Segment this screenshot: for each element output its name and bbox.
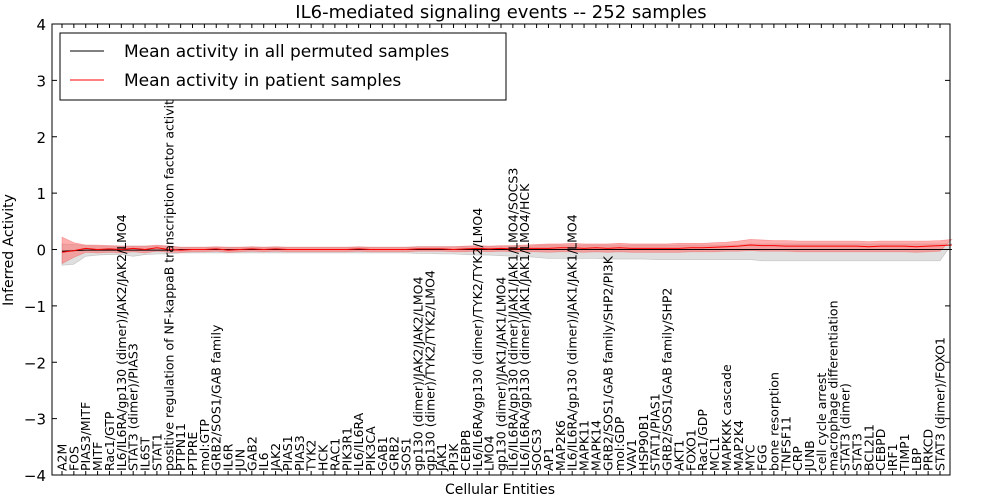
x-tick-label: LMO4 [482, 435, 497, 471]
x-tick-label: CEBPB [458, 430, 473, 471]
x-tick-label: MAPK14 [588, 420, 603, 471]
x-tick-label: PRKCD [921, 429, 936, 471]
y-tick-label: 1 [36, 185, 46, 203]
x-tick-label: GRB2/SOS1/GAB family [209, 324, 224, 471]
x-tick-label: IL6/IL6RA/gp130 (dimer)/JAK1/JAK1/LMO4/S… [505, 168, 520, 471]
x-tick-label: gp130 (dimer)/JAK1/JAK1/LMO4 [494, 277, 509, 471]
x-tick-label: FGG [755, 444, 770, 471]
x-tick-label: IL6R [221, 443, 236, 471]
x-tick-label: IL6/IL6RA [351, 412, 366, 471]
x-tick-label: CRP [790, 446, 805, 471]
x-tick-label: CEBPD [873, 429, 888, 471]
x-tick-label: PIAS3 [292, 435, 307, 471]
y-axis-label: Inferred Activity [1, 194, 17, 306]
x-tick-label: FOS [66, 446, 81, 471]
y-tick-label: −4 [24, 467, 46, 485]
series-lines [61, 244, 952, 253]
x-tick-label: HSP90B1 [636, 414, 651, 471]
x-tick-label: IL6/IL6RA/gp130 (dimer)/JAK1/JAK1/LMO4 [565, 214, 580, 471]
x-tick-label: PIK3CA [363, 426, 378, 471]
x-tick-label: HCK [316, 444, 331, 471]
x-tick-label: STAT3 [849, 433, 864, 471]
y-tick-label: −2 [24, 354, 46, 372]
x-tick-label: STAT1/PIAS1 [648, 393, 663, 471]
x-tick-label: AP1 [541, 447, 556, 471]
x-tick-label: MAP2K4 [731, 420, 746, 471]
x-tick-label: TIMP1 [897, 433, 912, 472]
x-tick-label: STAT1 [149, 433, 164, 471]
x-tick-label: PIK3R1 [339, 427, 354, 471]
x-tick-labels: A2MFOSPIAS3/MITFMITFRac1/GTPIL6/IL6RA/gp… [55, 24, 948, 475]
x-tick-label: STAT3 (dimer) [838, 383, 853, 471]
x-tick-label: GRB2/SOS1/GAB family/SHP2/PI3K [600, 255, 615, 471]
x-tick-label: PIAS1 [280, 435, 295, 471]
x-tick-label: JUNB [802, 440, 817, 472]
x-tick-label: cell cycle arrest [814, 373, 829, 471]
plot-area-frame [51, 23, 951, 476]
x-tick-label: gp130 (dimer)/TYK2/TYK2/LMO4 [422, 270, 437, 471]
y-tick-label: −1 [24, 298, 46, 316]
x-tick-label: IL6/IL6RA/gp130 (dimer)/JAK1/JAK1/LMO4/H… [517, 183, 532, 471]
x-tick-label: PIAS3/MITF [78, 402, 93, 471]
x-tick-label: JUN [233, 449, 248, 472]
y-tick-label: 4 [36, 16, 46, 34]
x-tick-label: GAB2 [244, 436, 259, 471]
x-tick-label: gp130 (dimer)/JAK2/JAK2/LMO4 [410, 277, 425, 471]
x-tick-label: JAK2 [268, 443, 283, 472]
x-tick-label: bone resorption [766, 372, 781, 471]
x-tick-label: MAPK11 [577, 420, 592, 471]
x-tick-label: FOXO1 [683, 429, 698, 471]
y-tick-label: −3 [24, 411, 46, 429]
x-tick-label: Rac1/GTP [102, 411, 117, 471]
x-tick-label: TNFSF11 [778, 416, 793, 472]
x-tick-label: AKT1 [672, 440, 687, 471]
x-tick-label: MCL1 [707, 437, 722, 471]
x-tick-label: TYK2 [304, 440, 319, 472]
x-tick-label: GAB1 [375, 436, 390, 471]
x-tick-label: mol:GDP [612, 416, 627, 471]
x-tick-label: SOS1 [399, 437, 414, 471]
legend-frame [59, 32, 507, 101]
x-tick-label: RAC1 [327, 438, 342, 471]
x-tick-label: mol:GTP [197, 419, 212, 471]
legend: Mean activity in all permuted samples Me… [59, 32, 507, 101]
x-tick-label: IL6ST [138, 437, 153, 472]
y-tick-label: 0 [36, 242, 46, 260]
y-tick-label: 2 [36, 129, 46, 147]
x-tick-label: GRB2/SOS1/GAB family/SHP2 [660, 288, 675, 471]
x-axis-label: Cellular Entities [445, 482, 555, 498]
legend-label-patient: Mean activity in patient samples [124, 71, 401, 91]
x-tick-label: VAV1 [624, 439, 639, 471]
x-tick-label: MITF [90, 442, 105, 471]
chart-title: IL6-mediated signaling events -- 252 sam… [295, 2, 706, 23]
x-tick-label: PTPN11 [173, 423, 188, 471]
x-tick-label: BCL2L1 [861, 424, 876, 471]
x-tick-label: Rac1/GDP [695, 409, 710, 471]
y-tick-label: 3 [36, 72, 46, 90]
x-tick-label: MAP2K6 [553, 420, 568, 471]
x-tick-label: IL6/IL6RA/gp130 (dimer)/TYK2/TYK2/LMO4 [470, 208, 485, 471]
x-tick-label: IL6/IL6RA/gp130 (dimer)/JAK2/JAK2/LMO4 [114, 214, 129, 471]
line-patient [61, 244, 952, 253]
x-tick-label: MAPKKK cascade [719, 364, 734, 471]
legend-label-permuted: Mean activity in all permuted samples [124, 42, 449, 62]
x-tick-label: STAT3 (dimer)/FOXO1 [933, 337, 948, 471]
x-tick-label: IRF1 [885, 443, 900, 471]
x-tick-label: PTPRE [185, 432, 200, 471]
x-tick-label: GRB2 [387, 436, 402, 471]
x-tick-label: positive regulation of NF-kappaB transcr… [161, 92, 176, 471]
x-tick-label: MYC [743, 444, 758, 471]
x-tick-label: STAT3 (dimer)/PIAS3 [126, 343, 141, 471]
x-tick-label: JAK1 [434, 443, 449, 472]
x-tick-label: A2M [55, 444, 70, 471]
x-tick-label: IL6 [256, 452, 271, 471]
y-axis-ticks: −4 −3 −2 −1 0 1 2 3 4 [24, 16, 950, 485]
x-tick-label: PI3K [446, 443, 461, 471]
x-tick-label: macrophage differentiation [826, 300, 841, 471]
x-tick-label: LBP [909, 447, 924, 471]
x-tick-label: SOCS3 [529, 429, 544, 471]
